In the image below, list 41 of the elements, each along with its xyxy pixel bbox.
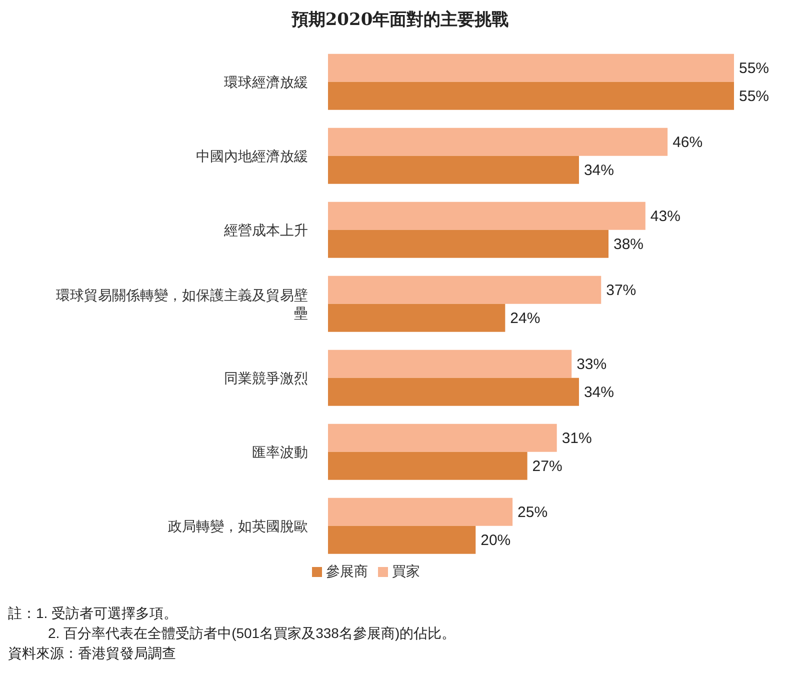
data-label: 38% <box>614 236 644 254</box>
y-tick-label: 同業競爭激烈 <box>224 370 308 386</box>
y-tick-label: 經營成本上升 <box>223 222 308 238</box>
legend-label: 買家 <box>392 563 420 579</box>
bar <box>328 350 572 378</box>
data-label: 25% <box>518 504 548 522</box>
bar <box>328 202 646 230</box>
y-tick-label: 環球貿易關係轉變，如保護主義及貿易壁壘 <box>56 287 308 321</box>
bar <box>328 424 557 452</box>
bar <box>328 156 579 184</box>
data-label: 24% <box>510 310 540 328</box>
bar <box>328 230 609 258</box>
data-label: 55% <box>739 60 770 78</box>
bar <box>328 128 668 156</box>
data-label: 43% <box>650 208 680 226</box>
data-label: 34% <box>584 162 614 180</box>
y-tick-label: 匯率波動 <box>252 444 308 460</box>
y-tick-label: 中國內地經濟放緩 <box>196 148 308 164</box>
chart-title: 預期2020年面對的主要挑戰 <box>290 9 510 31</box>
data-label: 31% <box>562 430 592 448</box>
data-label: 27% <box>532 458 562 476</box>
data-label: 34% <box>584 384 614 402</box>
data-label: 37% <box>606 282 636 300</box>
y-tick-label: 環球經濟放緩 <box>224 74 308 90</box>
data-label: 20% <box>480 532 511 550</box>
bar <box>328 82 734 110</box>
data-label: 33% <box>576 356 607 374</box>
data-label: 46% <box>672 134 703 152</box>
text: 註：1. 受訪者可選擇多項。 <box>8 604 179 623</box>
bar <box>328 276 602 304</box>
bar <box>328 304 506 332</box>
bar <box>328 452 528 480</box>
y-tick-label: 政局轉變，如英國脫歐 <box>168 518 308 534</box>
legend-label: 參展商 <box>326 563 368 579</box>
bar <box>328 526 476 554</box>
text: 2. 百分率代表在全體受訪者中(501名買家及338名參展商)的佔比。 <box>47 624 457 643</box>
bar <box>328 498 513 526</box>
data-label: 55% <box>739 88 770 106</box>
bar <box>328 54 734 82</box>
source-note: 資料來源：香港貿發局調查 <box>8 644 177 663</box>
bar <box>328 378 579 406</box>
